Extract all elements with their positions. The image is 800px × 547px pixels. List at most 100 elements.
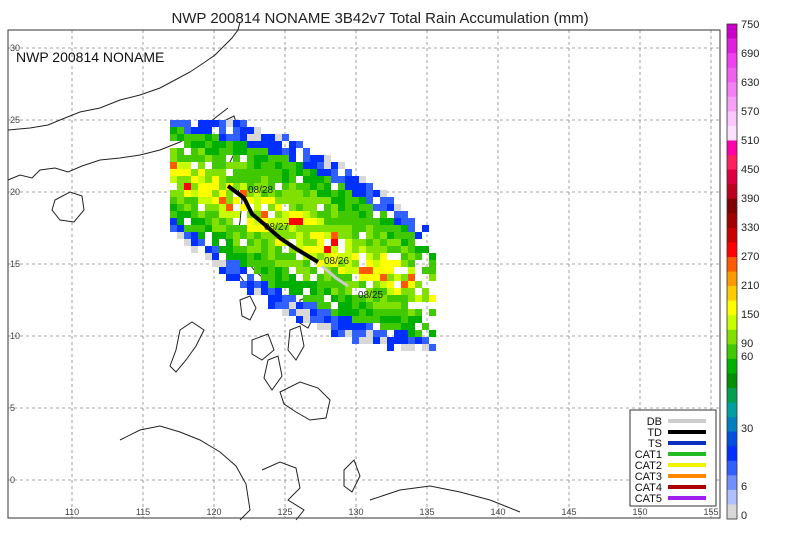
rain-cell	[282, 295, 289, 302]
rain-cell	[289, 190, 296, 197]
rain-cell	[261, 190, 268, 197]
rain-cell	[212, 141, 219, 148]
rain-cell	[324, 176, 331, 183]
rain-cell	[296, 225, 303, 232]
rain-cell	[394, 295, 401, 302]
rain-cell	[275, 302, 282, 309]
rain-cell	[415, 295, 422, 302]
rain-cell	[394, 260, 401, 267]
rain-cell	[184, 225, 191, 232]
rain-cell	[233, 267, 240, 274]
rain-cell	[191, 211, 198, 218]
rain-cell	[240, 120, 247, 127]
rain-cell	[401, 330, 408, 337]
rain-cell	[338, 309, 345, 316]
rain-cell	[359, 316, 366, 323]
rain-cell	[352, 316, 359, 323]
rain-cell	[359, 246, 366, 253]
legend-label: TD	[647, 427, 662, 439]
rain-cell	[233, 162, 240, 169]
rain-cell	[380, 302, 387, 309]
rain-cell	[296, 232, 303, 239]
rain-cell	[373, 330, 380, 337]
rain-cell	[226, 232, 233, 239]
rain-cell	[331, 295, 338, 302]
rain-cell	[240, 281, 247, 288]
colorbar-segment	[727, 344, 737, 360]
china-coast	[7, 21, 241, 131]
rain-cell	[401, 281, 408, 288]
rain-cell	[408, 260, 415, 267]
rain-cell	[233, 169, 240, 176]
rain-cell	[317, 288, 324, 295]
rain-cell	[289, 302, 296, 309]
rain-cell	[219, 225, 226, 232]
rain-cell	[401, 295, 408, 302]
rain-cell	[408, 316, 415, 323]
rain-cell	[296, 183, 303, 190]
rain-cell	[317, 225, 324, 232]
rain-cell	[373, 190, 380, 197]
rain-cell	[324, 246, 331, 253]
negros-island	[263, 355, 283, 391]
rain-cell	[212, 134, 219, 141]
rain-cell	[282, 281, 289, 288]
rain-cell	[373, 267, 380, 274]
rain-cell	[303, 267, 310, 274]
rain-cell	[394, 204, 401, 211]
rain-cell	[275, 295, 282, 302]
rain-cell	[289, 253, 296, 260]
rain-cell	[233, 134, 240, 141]
rain-cell	[261, 197, 268, 204]
rain-cell	[219, 148, 226, 155]
rain-cell	[205, 218, 212, 225]
rain-cell	[226, 176, 233, 183]
rain-cell	[247, 260, 254, 267]
rain-cell	[205, 127, 212, 134]
rain-cell	[394, 246, 401, 253]
rain-cell	[338, 162, 345, 169]
rain-cell	[359, 176, 366, 183]
rain-cell	[247, 127, 254, 134]
rain-cell	[401, 309, 408, 316]
rain-cell	[387, 232, 394, 239]
rain-cell	[345, 253, 352, 260]
rain-cell	[373, 309, 380, 316]
rain-cell	[415, 253, 422, 260]
rain-cell	[331, 253, 338, 260]
rain-cell	[352, 260, 359, 267]
rain-cell	[380, 190, 387, 197]
rain-cell	[170, 204, 177, 211]
rain-cell	[429, 274, 436, 281]
rain-cell	[352, 253, 359, 260]
rain-cell	[352, 267, 359, 274]
rain-cell	[261, 183, 268, 190]
y-tick-label: 10	[10, 331, 20, 341]
rain-cell	[240, 232, 247, 239]
colorbar-segment	[727, 315, 737, 331]
rain-cell	[296, 211, 303, 218]
rain-cell	[310, 211, 317, 218]
colorbar-segment	[727, 169, 737, 185]
rain-cell	[226, 162, 233, 169]
colorbar-label: 450	[741, 164, 759, 176]
rain-cell	[254, 246, 261, 253]
rain-cell	[198, 155, 205, 162]
rain-cell	[380, 239, 387, 246]
rain-cell	[247, 183, 254, 190]
rain-cell	[198, 127, 205, 134]
rain-cell	[338, 197, 345, 204]
colorbar-segment	[727, 271, 737, 287]
rain-cell	[289, 155, 296, 162]
rain-cell	[324, 316, 331, 323]
rain-cell	[275, 267, 282, 274]
colorbar-label: 0	[741, 510, 747, 522]
rain-cell	[268, 176, 275, 183]
rain-cell	[310, 281, 317, 288]
rain-cell	[247, 253, 254, 260]
rain-cell	[303, 211, 310, 218]
rain-cell	[359, 267, 366, 274]
rain-cell	[401, 246, 408, 253]
y-tick-label: 5	[10, 403, 15, 413]
rain-cell	[373, 204, 380, 211]
